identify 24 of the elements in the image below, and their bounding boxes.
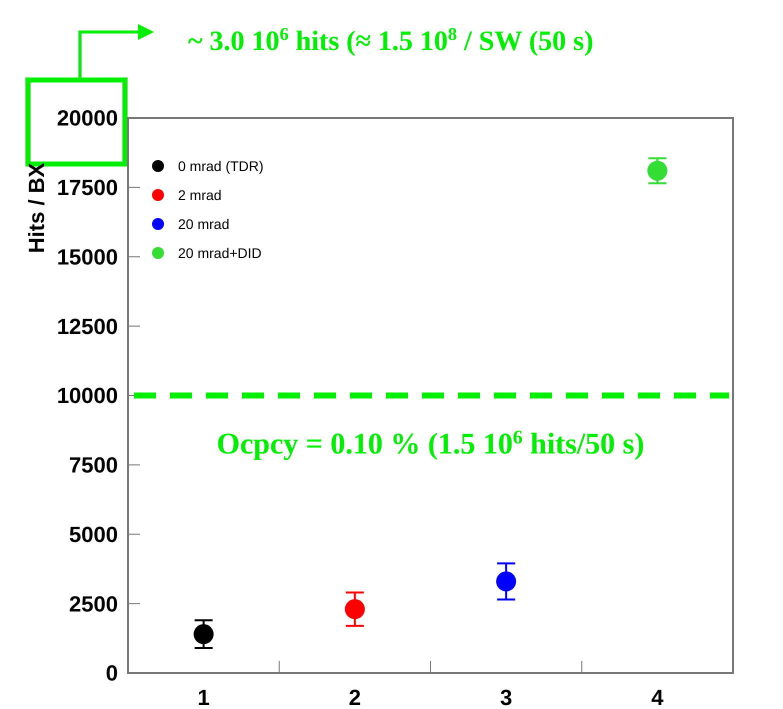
x-tick-label: 3 <box>500 685 512 709</box>
y-tick-label: 15000 <box>56 244 118 270</box>
point <box>194 624 214 644</box>
legend-label: 20 mrad <box>178 216 230 232</box>
y-tick-label: 10000 <box>56 383 118 408</box>
legend-label: 2 mrad <box>178 186 222 203</box>
x-tick-label: 1 <box>198 685 210 709</box>
point <box>496 571 516 592</box>
y-tick-label: 0 <box>106 660 118 686</box>
y-tick-label: 2500 <box>69 591 118 616</box>
legend-label: 0 mrad (TDR) <box>178 158 264 174</box>
chart-title: ~ 3.0 10$^{6}$ hits (≈ 1.5 10$^{8}$ / SW (50 s) <box>188 24 594 57</box>
y-axis-title: Hits / BX <box>24 162 49 254</box>
y-tick-label: 20000 <box>56 106 118 131</box>
x-tick-label: 4 <box>651 685 664 709</box>
point <box>344 599 365 620</box>
y-tick-label: 12500 <box>56 314 118 339</box>
x-tick-label: 2 <box>348 685 361 709</box>
annotation: Ocpcy = 0.10 % (1.5 10$^{6}$ hits/50 s) <box>216 427 644 460</box>
y-tick-label: 5000 <box>69 522 118 547</box>
legend-label: 20 mrad+DID <box>178 244 262 261</box>
y-tick-label: 17500 <box>56 175 118 200</box>
y-tick-label: 7500 <box>69 452 118 478</box>
point <box>647 160 668 181</box>
